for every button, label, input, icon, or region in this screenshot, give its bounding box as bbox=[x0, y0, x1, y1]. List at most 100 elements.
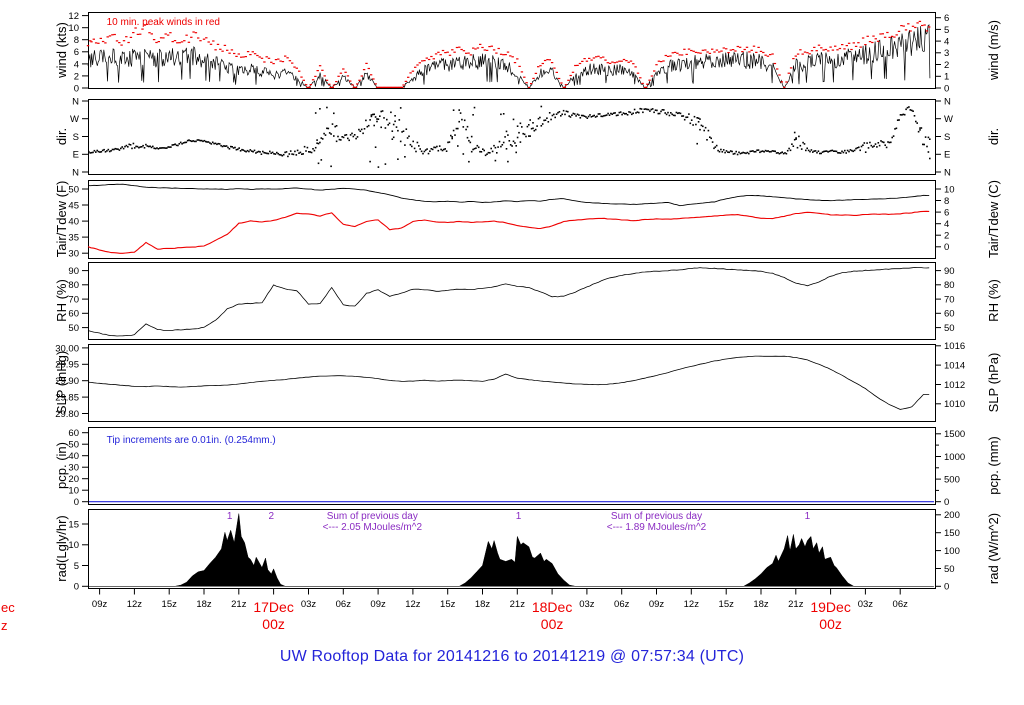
label: 1 bbox=[944, 72, 949, 83]
label: N bbox=[72, 96, 79, 107]
label: 1500 bbox=[944, 429, 965, 440]
label: 2 bbox=[944, 231, 949, 242]
label: 8 bbox=[944, 196, 949, 207]
label: 0 bbox=[74, 582, 79, 593]
label: 60 bbox=[68, 428, 79, 439]
label: 1 bbox=[805, 511, 811, 522]
label: 60 bbox=[944, 309, 955, 320]
label: 150 bbox=[944, 528, 960, 539]
label: 200 bbox=[944, 510, 960, 521]
slp-line bbox=[87, 355, 930, 410]
label: 10 bbox=[68, 540, 79, 551]
label: 15 bbox=[68, 519, 79, 530]
rh-line bbox=[87, 266, 930, 337]
label: rad(Lgly/hr) bbox=[54, 515, 69, 581]
label: 6 bbox=[944, 208, 949, 219]
label: rad (W/m^2) bbox=[986, 513, 1001, 584]
label: 18z bbox=[475, 599, 491, 610]
label: 6 bbox=[74, 47, 79, 58]
label: SLP (hPa) bbox=[986, 353, 1001, 413]
label: 0 bbox=[944, 582, 949, 593]
label: wind (kts) bbox=[54, 22, 69, 79]
label: 4 bbox=[944, 219, 949, 230]
label: E bbox=[73, 150, 79, 161]
label: wind (m/s) bbox=[986, 20, 1001, 81]
label: 29.85 bbox=[55, 393, 79, 404]
label: 80 bbox=[944, 280, 955, 291]
label: 2 bbox=[269, 511, 275, 522]
label: Sum of previous day bbox=[611, 511, 702, 522]
label: 09z bbox=[649, 599, 665, 610]
panel-slp: 29.80 29.85 29.90 29.95 30.00 1010 1012 1014 101… bbox=[54, 341, 1001, 422]
label: 5 bbox=[944, 25, 949, 36]
label: 17Dec bbox=[253, 599, 293, 615]
label: N bbox=[944, 167, 951, 178]
label: SLP (inHg) bbox=[54, 351, 69, 414]
label: 00z bbox=[819, 616, 842, 632]
label: 30.00 bbox=[55, 343, 79, 354]
label: 10 min. peak winds in red bbox=[107, 17, 220, 28]
label: 1 bbox=[516, 511, 522, 522]
wind-speed-line bbox=[87, 24, 931, 89]
label: Tair/Tdew (F) bbox=[54, 181, 69, 258]
label: 70 bbox=[944, 295, 955, 306]
label: 03z bbox=[301, 599, 317, 610]
label: 06z bbox=[336, 599, 352, 610]
label: 80 bbox=[68, 280, 79, 291]
label: 50 bbox=[68, 184, 79, 195]
label: 0 bbox=[944, 497, 949, 508]
label: 2 bbox=[944, 60, 949, 71]
label: <--- 2.05 MJoules/m^2 bbox=[323, 522, 423, 533]
label: 50 bbox=[944, 323, 955, 334]
chart-title: UW Rooftop Data for 20141216 to 20141219… bbox=[279, 648, 745, 665]
label: 40 bbox=[68, 451, 79, 462]
label: 19Dec bbox=[810, 599, 850, 615]
label: 21z bbox=[510, 599, 526, 610]
label: pcp. (in) bbox=[54, 442, 69, 489]
label: 06z bbox=[614, 599, 630, 610]
label: 00z bbox=[262, 616, 285, 632]
label: 45 bbox=[68, 200, 79, 211]
clipped-date-label-line1: ec bbox=[1, 600, 15, 615]
label: 12z bbox=[127, 599, 143, 610]
label: 60 bbox=[68, 309, 79, 320]
label: 21z bbox=[788, 599, 804, 610]
label: 8 bbox=[74, 35, 79, 46]
label: 0 bbox=[74, 83, 79, 94]
label: 1012 bbox=[944, 380, 965, 391]
label: N bbox=[72, 167, 79, 178]
label: 29.80 bbox=[55, 409, 79, 420]
label: 5 bbox=[74, 561, 79, 572]
label: 15z bbox=[719, 599, 735, 610]
label: N bbox=[944, 96, 951, 107]
label: 1014 bbox=[944, 361, 965, 372]
label: 29.90 bbox=[55, 376, 79, 387]
tair_f-line bbox=[87, 183, 930, 207]
label: 00z bbox=[541, 616, 564, 632]
label: 0 bbox=[74, 497, 79, 508]
label: Tair/Tdew (C) bbox=[986, 180, 1001, 258]
label: 10 bbox=[68, 23, 79, 34]
label: 18z bbox=[196, 599, 212, 610]
label: 10 bbox=[944, 184, 955, 195]
label: 03z bbox=[858, 599, 874, 610]
label: dir. bbox=[986, 128, 1001, 145]
label: 2 bbox=[74, 71, 79, 82]
label: S bbox=[944, 132, 950, 143]
label: 50 bbox=[68, 323, 79, 334]
tdew_f-line bbox=[87, 210, 930, 254]
label: 18z bbox=[753, 599, 769, 610]
label: 12z bbox=[405, 599, 421, 610]
label: Tip increments are 0.01in. (0.254mm.) bbox=[107, 435, 276, 446]
label: 30 bbox=[68, 463, 79, 474]
label: 10 bbox=[68, 486, 79, 497]
label: 0 bbox=[944, 242, 949, 253]
label: 29.95 bbox=[55, 360, 79, 371]
label: 03z bbox=[579, 599, 595, 610]
